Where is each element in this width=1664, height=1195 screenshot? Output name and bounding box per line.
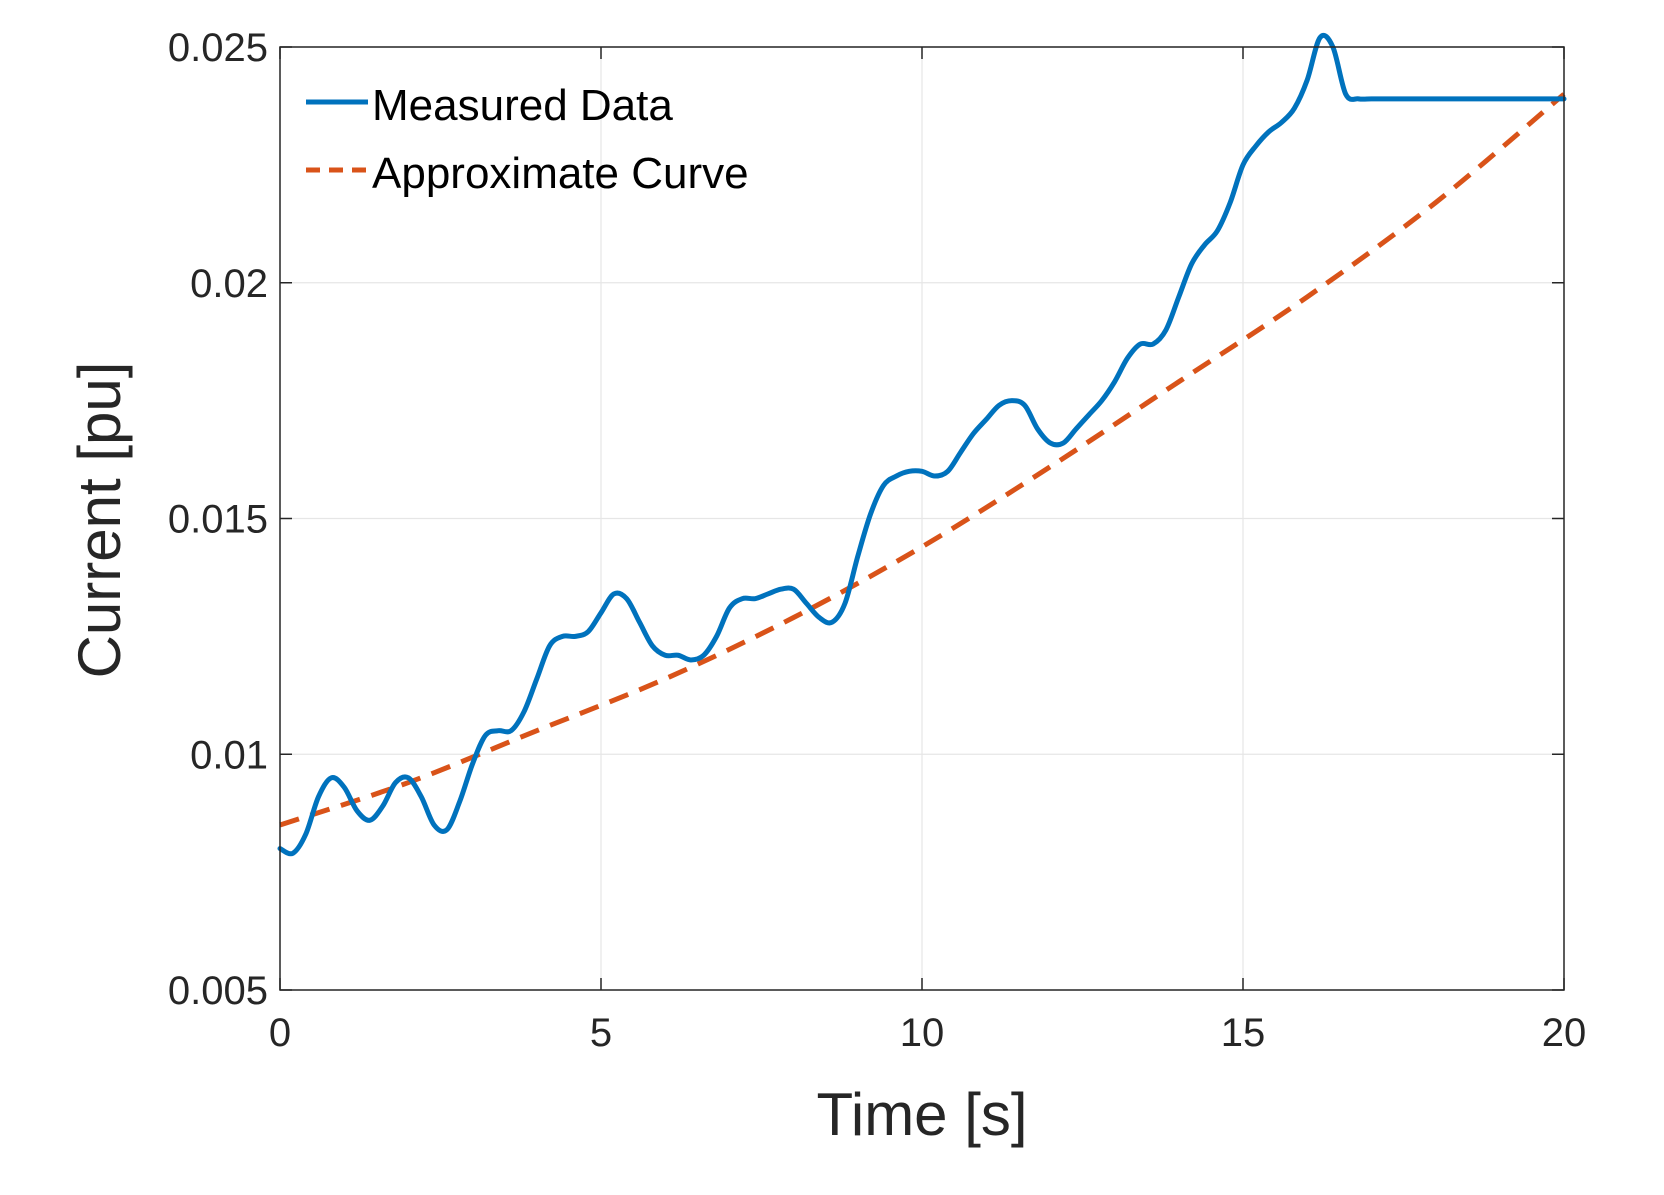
- legend-label-approximate: Approximate Curve: [372, 149, 749, 198]
- y-axis-label: Current [pu]: [66, 362, 133, 679]
- x-tick-label: 20: [1542, 1011, 1587, 1055]
- x-tick-label: 15: [1221, 1011, 1266, 1055]
- x-tick-label: 5: [590, 1011, 612, 1055]
- series-line-measured: [277, 32, 1567, 857]
- legend-label-measured: Measured Data: [372, 81, 673, 130]
- x-axis-label: Time [s]: [816, 1081, 1027, 1148]
- x-tick-label: 0: [269, 1011, 291, 1055]
- y-tick-label: 0.01: [190, 733, 268, 777]
- ticks: [279, 46, 1565, 991]
- y-tick-label: 0.005: [168, 969, 268, 1013]
- y-tick-label: 0.025: [168, 26, 268, 70]
- y-tick-label: 0.02: [190, 262, 268, 306]
- y-tick-label: 0.015: [168, 498, 268, 542]
- series-layer: [277, 32, 1567, 857]
- tick-labels: 0 5 10 15 20 0.005 0.01 0.015 0.02 0.025: [168, 26, 1586, 1055]
- x-tick-label: 10: [900, 1011, 945, 1055]
- legend: Measured Data Approximate Curve: [306, 81, 749, 198]
- series-line-approximate: [279, 92, 1566, 828]
